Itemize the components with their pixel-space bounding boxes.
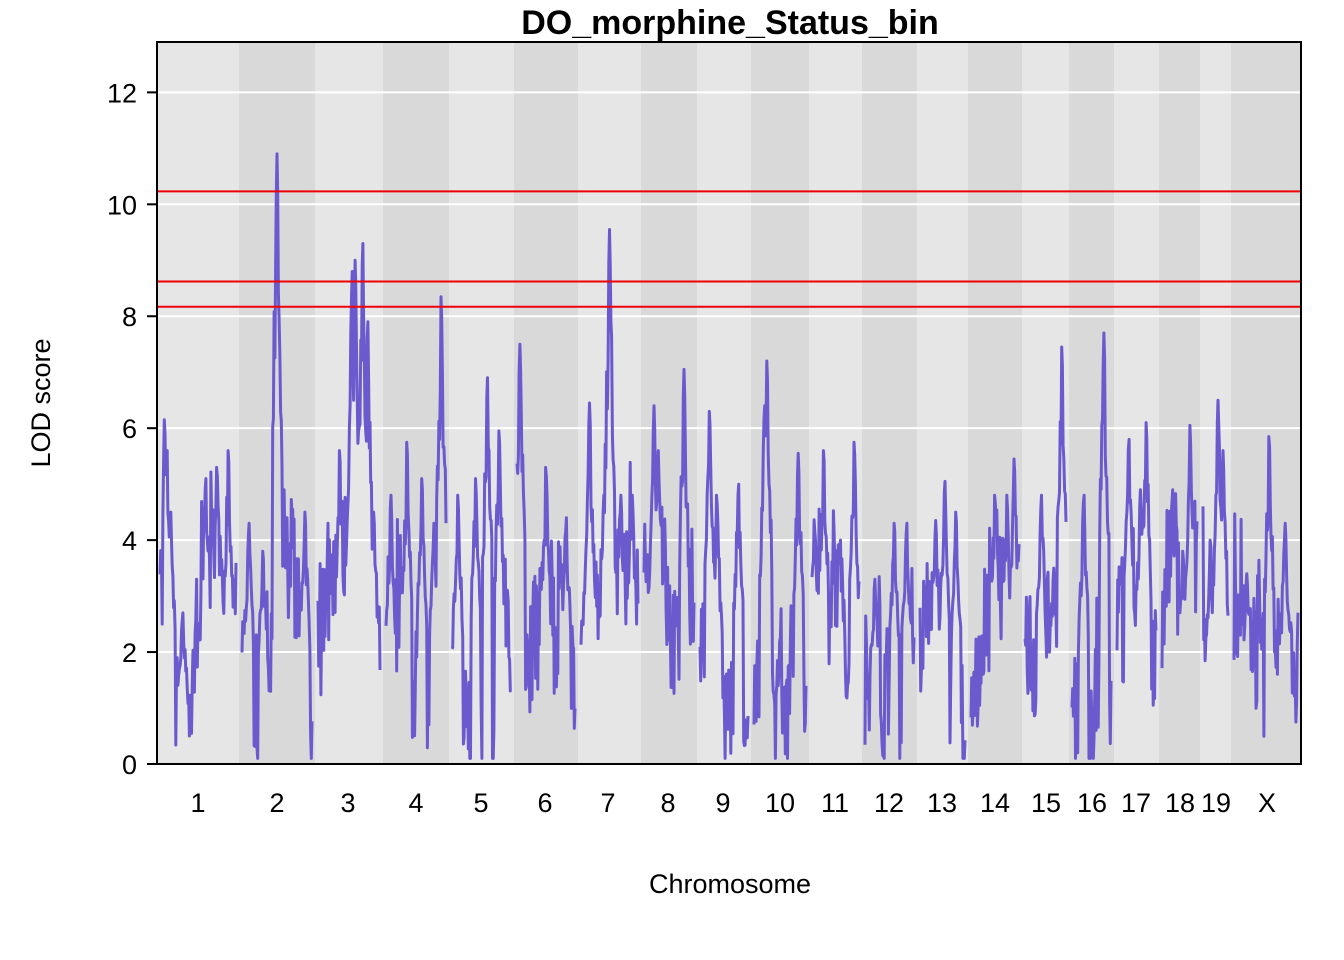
lod-line-chr-8 xyxy=(642,367,696,695)
x-axis: 1 2 3 4 5 6 7 8 9 10 11 12 13 14 15 16 17 18 19 X xyxy=(190,788,1276,818)
lod-line-chr-4 xyxy=(384,295,448,750)
lod-line-chr-11 xyxy=(810,440,861,700)
x-tick-label-chr-12: 12 xyxy=(874,788,904,818)
y-tick-label: 2 xyxy=(122,638,137,668)
band-chr-X xyxy=(1231,42,1301,764)
lod-line-chr-9 xyxy=(698,409,750,760)
x-tick-label-chr-3: 3 xyxy=(340,788,355,818)
lod-line-chr-2 xyxy=(240,152,314,760)
lod-line-chr-19 xyxy=(1201,398,1230,663)
lod-line-chr-7 xyxy=(579,228,640,645)
lod-line-chr-17 xyxy=(1115,421,1158,707)
x-tick-label-chr-16: 16 xyxy=(1077,788,1107,818)
x-tick-label-chr-6: 6 xyxy=(537,788,552,818)
lod-line-chr-1 xyxy=(158,418,238,747)
band-chr-8 xyxy=(641,42,697,764)
y-tick-label: 0 xyxy=(122,750,137,780)
lod-line-chr-X xyxy=(1232,435,1300,738)
x-tick-label-chr-4: 4 xyxy=(408,788,423,818)
y-tick-label: 10 xyxy=(107,190,137,220)
x-tick-label-chr-2: 2 xyxy=(269,788,284,818)
y-tick-label: 4 xyxy=(122,526,137,556)
y-axis-label: LOD score xyxy=(26,338,56,467)
y-tick-label: 12 xyxy=(107,78,137,108)
chart-title: DO_morphine_Status_bin xyxy=(521,4,939,42)
x-tick-label-chr-10: 10 xyxy=(765,788,795,818)
x-tick-label-chr-13: 13 xyxy=(927,788,957,818)
x-tick-label-chr-18: 18 xyxy=(1165,788,1195,818)
lod-line-chr-15 xyxy=(1023,345,1068,718)
y-axis: 0 2 4 6 8 10 12 xyxy=(107,78,157,780)
x-tick-label-chr-X: X xyxy=(1258,788,1276,818)
band-chr-2 xyxy=(239,42,315,764)
y-tick-label: 6 xyxy=(122,414,137,444)
lod-line-chr-12 xyxy=(863,521,916,760)
x-tick-label-chr-8: 8 xyxy=(660,788,675,818)
lod-line-chr-13 xyxy=(918,479,967,760)
threshold-lines xyxy=(157,190,1301,308)
x-tick-label-chr-17: 17 xyxy=(1121,788,1151,818)
x-tick-label-chr-19: 19 xyxy=(1201,788,1231,818)
x-tick-label-chr-1: 1 xyxy=(190,788,205,818)
lod-line-chr-5 xyxy=(450,376,513,760)
lod-line-chr-14 xyxy=(969,457,1021,728)
lod-series xyxy=(158,152,1300,760)
x-tick-label-chr-11: 11 xyxy=(821,788,849,818)
x-axis-label: Chromosome xyxy=(649,869,811,899)
y-tick-label: 8 xyxy=(122,302,137,332)
band-chr-18 xyxy=(1159,42,1200,764)
band-chr-7 xyxy=(578,42,641,764)
plot-frame xyxy=(156,41,1302,765)
chromosome-bands xyxy=(157,42,1301,764)
x-tick-label-chr-15: 15 xyxy=(1031,788,1061,818)
lod-line-chr-16 xyxy=(1070,331,1113,760)
lod-line-chr-18 xyxy=(1160,423,1199,669)
x-tick-label-chr-14: 14 xyxy=(980,788,1010,818)
lod-line-chr-6 xyxy=(515,342,577,730)
band-chr-6 xyxy=(514,42,578,764)
band-chr-11 xyxy=(809,42,862,764)
x-tick-label-chr-9: 9 xyxy=(715,788,730,818)
lod-line-chr-10 xyxy=(752,359,808,760)
band-chr-16 xyxy=(1069,42,1114,764)
lod-line-chr-3 xyxy=(316,242,382,697)
x-tick-label-chr-7: 7 xyxy=(600,788,615,818)
x-tick-label-chr-5: 5 xyxy=(473,788,488,818)
